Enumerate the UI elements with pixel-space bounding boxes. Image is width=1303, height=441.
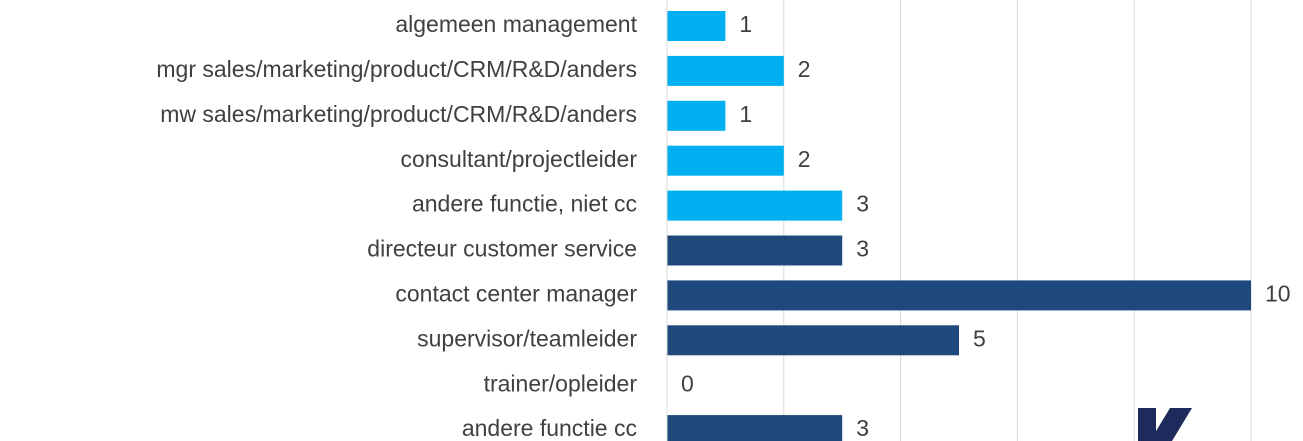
- category-label: andere functie, niet cc: [412, 191, 637, 217]
- category-label: supervisor/teamleider: [417, 325, 637, 351]
- category-label: contact center manager: [395, 280, 637, 306]
- bar: [667, 325, 959, 356]
- category-label: consultant/projectleider: [400, 146, 637, 172]
- logo: [1150, 408, 1192, 441]
- logo: [1138, 408, 1156, 441]
- category-label: mw sales/marketing/product/CRM/R&D/ander…: [160, 101, 637, 127]
- category-label: andere functie cc: [462, 415, 637, 441]
- value-label: 10: [1265, 280, 1291, 306]
- value-label: 5: [973, 325, 986, 351]
- bar: [667, 145, 784, 176]
- bar: [667, 415, 843, 441]
- value-label: 1: [739, 101, 752, 127]
- bar: [667, 11, 726, 41]
- value-label: 0: [681, 370, 694, 396]
- bar: [667, 190, 843, 221]
- bar: [667, 235, 843, 266]
- bar: [667, 100, 726, 131]
- value-label: 3: [856, 236, 869, 262]
- category-label: directeur customer service: [367, 236, 637, 262]
- value-label: 3: [856, 415, 869, 441]
- category-label: trainer/opleider: [484, 370, 638, 396]
- bar: [667, 55, 784, 86]
- value-label: 1: [739, 11, 752, 37]
- category-label: mgr sales/marketing/product/CRM/R&D/ande…: [156, 56, 637, 82]
- value-label: 2: [798, 146, 811, 172]
- value-label: 3: [856, 191, 869, 217]
- category-label: algemeen management: [395, 11, 637, 37]
- value-label: 2: [798, 56, 811, 82]
- bar: [667, 280, 1251, 311]
